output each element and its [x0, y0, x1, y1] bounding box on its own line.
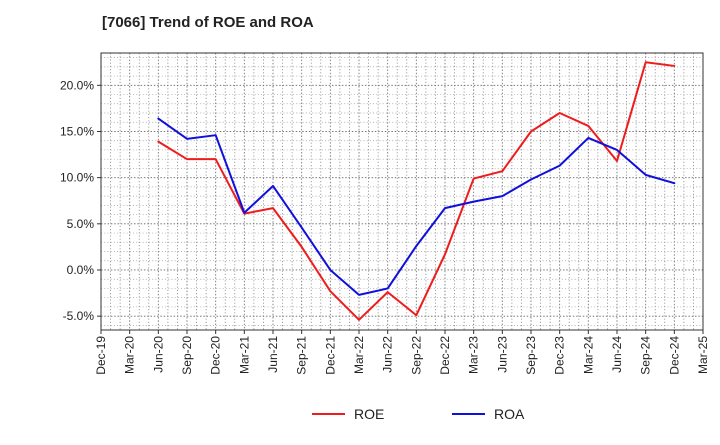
- x-tick-label: Dec-23: [553, 336, 567, 375]
- x-tick-label: Dec-20: [209, 336, 223, 375]
- x-tick-label: Mar-23: [467, 336, 481, 374]
- x-tick-label: Jun-22: [381, 336, 395, 373]
- x-tick-label: Dec-19: [94, 336, 108, 375]
- x-tick-label: Dec-21: [323, 336, 337, 375]
- x-tick-label: Jun-23: [495, 336, 509, 373]
- y-tick-label: 20.0%: [60, 78, 94, 92]
- x-tick-label: Jun-20: [151, 336, 165, 373]
- y-tick-label: 10.0%: [60, 171, 94, 185]
- chart-title: [7066] Trend of ROE and ROA: [102, 14, 314, 31]
- x-tick-label: Sep-24: [639, 336, 653, 375]
- x-tick-label: Sep-22: [409, 336, 423, 375]
- legend-label-roa: ROA: [494, 406, 525, 422]
- grid: [100, 53, 704, 330]
- series: [157, 61, 676, 321]
- axes: -5.0% 0.0% 5.0% 10.0% 15.0% 20.0% Dec-19 Mar-20…: [60, 52, 710, 375]
- plot-area: [101, 53, 703, 330]
- x-tick-label: Jun-21: [266, 336, 280, 373]
- plot-frame: [100, 52, 704, 331]
- x-tick-label: Dec-24: [667, 336, 681, 375]
- x-tick-label: Mar-25: [696, 336, 710, 374]
- y-tick-label: -5.0%: [63, 309, 95, 323]
- series-line-roa: [157, 117, 676, 296]
- x-tick-label: Dec-22: [438, 336, 452, 375]
- x-tick-label: Mar-20: [123, 336, 137, 374]
- x-tick-label: Jun-24: [610, 336, 624, 373]
- y-tick-label: 0.0%: [67, 263, 95, 277]
- y-tick-label: 5.0%: [67, 217, 95, 231]
- x-tick-label: Sep-20: [180, 336, 194, 375]
- legend: ROE ROA: [312, 406, 525, 422]
- x-tick-label: Mar-24: [581, 336, 595, 374]
- legend-label-roe: ROE: [354, 406, 384, 422]
- x-tick-label: Mar-21: [237, 336, 251, 374]
- x-tick-label: Sep-21: [295, 336, 309, 375]
- x-tick-label: Mar-22: [352, 336, 366, 374]
- y-tick-label: 15.0%: [60, 124, 94, 138]
- x-tick-label: Sep-23: [524, 336, 538, 375]
